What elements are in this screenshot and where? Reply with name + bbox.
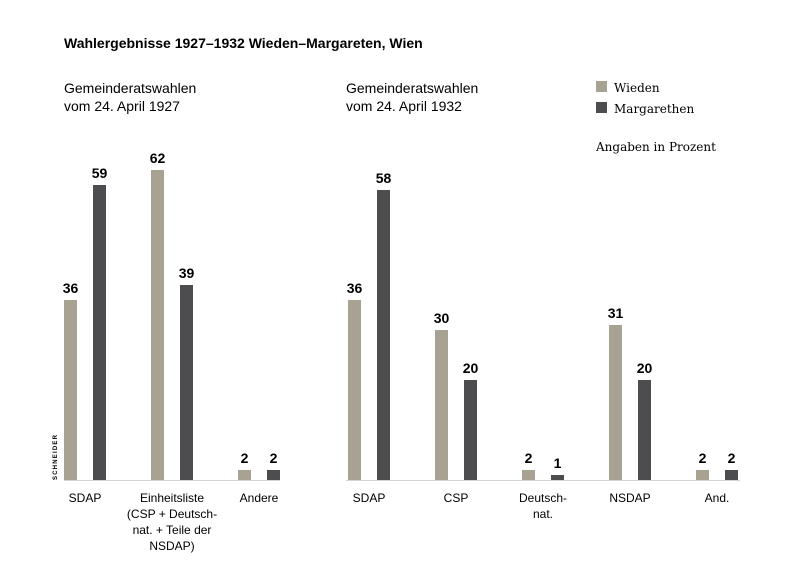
bar-1-csp-margarethen <box>464 380 477 480</box>
value-label-1-csp-wieden: 30 <box>434 310 450 326</box>
value-label-0-sdap-margarethen: 59 <box>92 165 108 181</box>
value-label-1-deutschnat-margarethen: 1 <box>554 455 562 471</box>
category-label-0-andere: Andere <box>240 491 279 505</box>
value-label-0-andere-wieden: 2 <box>241 450 249 466</box>
category-label-0-sdap: SDAP <box>69 491 102 505</box>
bar-1-csp-wieden <box>435 330 448 480</box>
bar-0-sdap-wieden <box>64 300 77 480</box>
value-label-0-einheitsliste-csp-deutschnat-teile-der-nsdap-margarethen: 39 <box>179 265 195 281</box>
bar-1-nsdap-margarethen <box>638 380 651 480</box>
value-label-0-sdap-wieden: 36 <box>63 280 79 296</box>
figure-title: Wahlergebnisse 1927–1932 Wieden–Margaret… <box>64 35 423 51</box>
bar-0-andere-wieden <box>238 470 251 480</box>
credit-label: SCHNEIDER <box>53 434 59 480</box>
value-label-1-csp-margarethen: 20 <box>463 360 479 376</box>
value-label-1-nsdap-wieden: 31 <box>608 305 624 321</box>
value-label-1-deutschnat-wieden: 2 <box>525 450 533 466</box>
value-label-1-sdap-wieden: 36 <box>347 280 363 296</box>
category-label-1-and: And. <box>705 491 730 505</box>
legend-swatch-margarethen <box>596 102 607 113</box>
bar-0-sdap-margarethen <box>93 185 106 480</box>
bar-0-einheitsliste-csp-deutschnat-teile-der-nsdap-margarethen <box>180 285 193 480</box>
bar-1-deutschnat-margarethen <box>551 475 564 480</box>
category-label-1-deutschnat: Deutsch-nat. <box>519 491 567 521</box>
value-label-0-einheitsliste-csp-deutschnat-teile-der-nsdap-wieden: 62 <box>150 150 166 166</box>
bar-1-sdap-wieden <box>348 300 361 480</box>
bar-1-deutschnat-wieden <box>522 470 535 480</box>
bar-1-nsdap-wieden <box>609 325 622 480</box>
value-label-1-and-margarethen: 2 <box>728 450 736 466</box>
bar-1-and-wieden <box>696 470 709 480</box>
legend-swatch-wieden <box>596 81 607 92</box>
panel-1927-title-line-1: Gemeinderatswahlen <box>64 80 196 96</box>
category-label-1-csp: CSP <box>444 491 469 505</box>
panel-1927-bars: 36 59 62 39 2 2 <box>63 150 280 480</box>
value-label-0-andere-margarethen: 2 <box>270 450 278 466</box>
legend-label-wieden: Wieden <box>614 81 660 95</box>
panel-1932-category-labels: SDAP CSP Deutsch-nat. NSDAP And. <box>353 491 730 521</box>
value-label-1-sdap-margarethen: 58 <box>376 170 392 186</box>
bar-0-einheitsliste-csp-deutschnat-teile-der-nsdap-wieden <box>151 170 164 480</box>
category-label-1-sdap: SDAP <box>353 491 386 505</box>
value-label-1-nsdap-margarethen: 20 <box>637 360 653 376</box>
category-label-1-nsdap: NSDAP <box>609 491 650 505</box>
panel-1927: Gemeinderatswahlen vom 24. April 1927 36… <box>63 80 280 553</box>
legend-label-margarethen: Margarethen <box>614 102 695 116</box>
panel-1932-bars: 36 58 30 20 2 1 31 20 2 2 <box>347 170 738 480</box>
panel-1932-title-line-1: Gemeinderatswahlen <box>346 80 478 96</box>
panel-1932-title-line-2: vom 24. April 1932 <box>346 98 462 114</box>
unit-note: Angaben in Prozent <box>595 140 716 154</box>
category-label-0-einheitsliste-csp-deutschnat-teile-der-nsdap: Einheitsliste (CSP + Deutsch-nat. + Teile… <box>127 491 217 553</box>
panel-1932: Gemeinderatswahlen vom 24. April 1932 36… <box>346 80 740 521</box>
value-label-1-and-wieden: 2 <box>699 450 707 466</box>
bar-1-and-margarethen <box>725 470 738 480</box>
panel-1927-title-line-2: vom 24. April 1927 <box>64 98 180 114</box>
legend: Wieden Margarethen <box>596 81 695 116</box>
panel-1927-category-labels: SDAP Einheitsliste (CSP + Deutsch-nat. + T… <box>69 491 279 553</box>
bar-0-andere-margarethen <box>267 470 280 480</box>
bar-1-sdap-margarethen <box>377 190 390 480</box>
